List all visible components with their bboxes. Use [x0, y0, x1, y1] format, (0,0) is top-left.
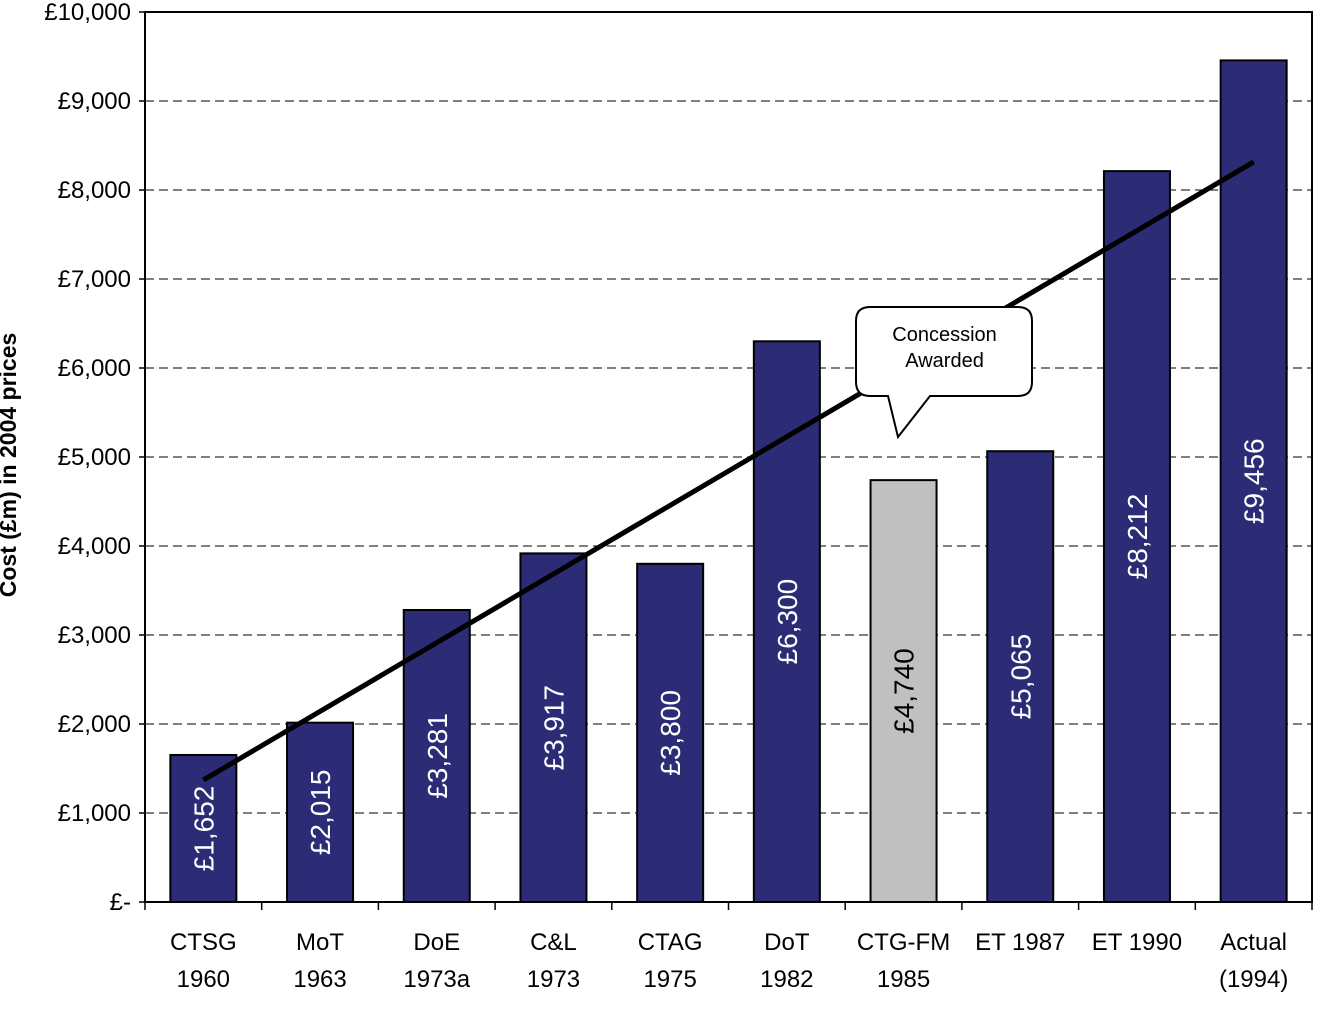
x-tick-label: DoE [413, 929, 460, 956]
y-tick-label: £2,000 [58, 711, 131, 738]
value-label: £8,212 [1122, 494, 1153, 580]
value-label: £5,065 [1005, 634, 1036, 720]
bar [636, 562, 705, 903]
y-tick-label: £9,000 [58, 88, 131, 115]
value-label: £2,015 [305, 770, 336, 856]
bar [869, 479, 938, 903]
bar [1102, 170, 1171, 903]
value-label: £3,917 [538, 685, 569, 771]
x-tick-label: DoT [764, 929, 810, 956]
y-tick-label: £4,000 [58, 533, 131, 560]
y-tick-label: £5,000 [58, 444, 131, 471]
value-label: £9,456 [1239, 438, 1270, 524]
x-tick-label: C&L [530, 929, 577, 956]
value-label: £3,800 [655, 690, 686, 776]
y-tick-label: £1,000 [58, 800, 131, 827]
value-label: £3,281 [422, 713, 453, 799]
x-tick-label: 1963 [293, 966, 346, 993]
annotation: Concession [892, 324, 997, 346]
x-tick-label: ET 1987 [975, 929, 1065, 956]
x-tick-label: CTG-FM [857, 929, 950, 956]
plot-frame [144, 11, 1313, 903]
x-tick-label: CTAG [638, 929, 703, 956]
value-label: £6,300 [772, 579, 803, 665]
y-tick-label: £- [110, 889, 131, 916]
x-tick-label: 1982 [760, 966, 813, 993]
x-tick-label: MoT [296, 929, 344, 956]
x-tick-label: 1973 [527, 966, 580, 993]
y-tick-label: £10,000 [44, 0, 131, 26]
y-tick-label: £8,000 [58, 177, 131, 204]
value-label: £4,740 [889, 648, 920, 734]
x-tick-label: ET 1990 [1092, 929, 1182, 956]
annotation: Awarded [905, 350, 984, 372]
y-tick-label: £7,000 [58, 266, 131, 293]
x-tick-label: (1994) [1219, 966, 1288, 993]
bar [519, 552, 588, 904]
trend-line [202, 159, 1255, 783]
y-axis-label: Cost (£m) in 2004 prices [0, 333, 21, 598]
x-tick-label: CTSG [170, 929, 237, 956]
y-tick-label: £6,000 [58, 355, 131, 382]
y-tick-label: £3,000 [58, 622, 131, 649]
value-label: £1,652 [188, 786, 219, 872]
x-tick-label: 1975 [643, 966, 696, 993]
x-tick-label: 1973a [403, 966, 470, 993]
x-tick-label: 1960 [177, 966, 230, 993]
x-tick-label: Actual [1220, 929, 1287, 956]
callout [855, 306, 1033, 440]
bar [986, 450, 1055, 903]
x-tick-label: 1985 [877, 966, 930, 993]
